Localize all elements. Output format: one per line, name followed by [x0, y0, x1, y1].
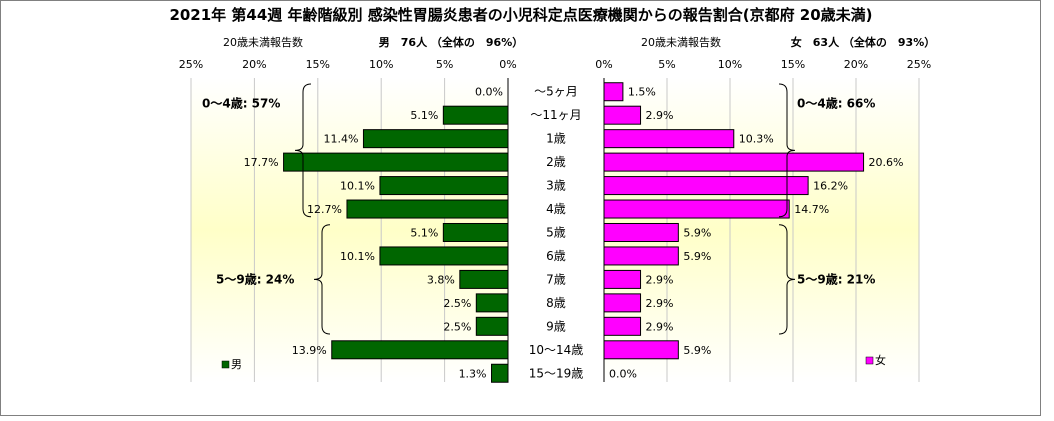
male-bar [491, 363, 509, 383]
category-label: ～5ヶ月 [534, 85, 578, 99]
category-label: 8歳 [546, 296, 566, 310]
female-bar [603, 246, 679, 266]
male-bar [283, 152, 509, 172]
left-brace-5-9 [313, 224, 331, 335]
female-data-label: 10.3% [739, 133, 774, 146]
category-label: 4歳 [546, 202, 566, 216]
right-panel-summary: 女 63人 （全体の 93%） [791, 35, 935, 49]
male-bar [442, 105, 509, 125]
category-label: 10～14歳 [529, 343, 584, 357]
female-data-label: 14.7% [794, 203, 829, 216]
category-label: ～11ヶ月 [530, 108, 581, 122]
category-label: 9歳 [546, 319, 566, 333]
female-bar [603, 293, 642, 313]
male-data-label: 10.1% [340, 180, 375, 193]
male-data-label: 11.4% [323, 133, 358, 146]
male-bar [379, 176, 509, 196]
male-bar [475, 293, 509, 313]
male-data-label: 2.5% [443, 320, 471, 333]
right-brace-0-4 [778, 83, 796, 218]
female-data-label: 2.9% [646, 320, 674, 333]
right-tick-label: 15% [781, 58, 805, 71]
right-panel-header: 20歳未満報告数 [641, 36, 721, 49]
male-data-label: 5.1% [410, 226, 438, 239]
male-data-label: 10.1% [340, 250, 375, 263]
female-bar [603, 316, 642, 336]
female-data-label: 5.9% [683, 226, 711, 239]
female-bar [603, 340, 679, 360]
category-label: 15～19歳 [529, 366, 584, 380]
female-data-label: 0.0% [609, 367, 637, 380]
left-panel-header: 20歳未満報告数 [223, 36, 303, 49]
male-data-label: 5.1% [410, 109, 438, 122]
female-bar [603, 269, 642, 289]
left-tick-label: 25% [179, 58, 203, 71]
right-tick-label: 10% [718, 58, 742, 71]
left-group-label: 5～9歳: 24% [216, 271, 294, 286]
left-tick-label: 20% [242, 58, 266, 71]
female-data-label: 2.9% [646, 297, 674, 310]
male-legend-label: 男 [231, 358, 242, 371]
left-tick-label: 10% [369, 58, 393, 71]
category-label: 1歳 [546, 132, 566, 146]
female-data-label: 2.9% [646, 109, 674, 122]
right-tick-label: 0% [595, 58, 612, 71]
right-brace-5-9 [778, 224, 796, 335]
left-tick-label: 15% [306, 58, 330, 71]
female-data-label: 16.2% [813, 180, 848, 193]
female-bar [603, 152, 865, 172]
category-label: 3歳 [546, 179, 566, 193]
category-label: 2歳 [546, 155, 566, 169]
female-data-label: 1.5% [628, 86, 656, 99]
female-bar [603, 222, 679, 242]
female-data-label: 2.9% [646, 273, 674, 286]
female-bar [603, 129, 735, 149]
category-label: 6歳 [546, 249, 566, 263]
male-data-label: 17.7% [244, 156, 279, 169]
left-tick-label: 0% [499, 58, 516, 71]
male-bar [331, 340, 509, 360]
male-data-label: 0.0% [475, 86, 503, 99]
chart-title: 2021年 第44週 年齢階級別 感染性胃腸炎患者の小児科定点医療機関からの報告… [169, 6, 872, 24]
category-label: 5歳 [546, 225, 566, 239]
male-data-label: 1.3% [459, 367, 487, 380]
left-group-label: 0～4歳: 57% [202, 96, 280, 111]
male-legend-swatch [221, 360, 230, 369]
left-tick-label: 5% [436, 58, 453, 71]
female-legend-swatch [865, 356, 874, 365]
category-label: 7歳 [546, 272, 566, 286]
male-data-label: 2.5% [443, 297, 471, 310]
female-data-label: 20.6% [869, 156, 904, 169]
female-data-label: 5.9% [683, 344, 711, 357]
left-brace-0-4 [294, 83, 312, 218]
male-bar [362, 129, 509, 149]
male-data-label: 12.7% [307, 203, 342, 216]
right-tick-label: 5% [658, 58, 675, 71]
female-bar [603, 199, 790, 219]
male-bar [442, 222, 509, 242]
female-data-label: 5.9% [683, 250, 711, 263]
female-bar [603, 176, 809, 196]
male-bar [475, 316, 509, 336]
right-tick-label: 20% [844, 58, 868, 71]
male-bar [459, 269, 509, 289]
female-bar [603, 82, 624, 102]
male-bar [346, 199, 509, 219]
left-panel-summary: 男 76人 （全体の 96%） [379, 35, 523, 49]
chart-border [0, 0, 1041, 416]
male-data-label: 3.8% [427, 273, 455, 286]
female-legend-label: 女 [875, 353, 886, 367]
right-tick-label: 25% [907, 58, 931, 71]
right-group-label: 0～4歳: 66% [797, 96, 875, 111]
female-bar [603, 105, 642, 125]
male-data-label: 13.9% [292, 344, 327, 357]
right-group-label: 5～9歳: 21% [797, 271, 875, 286]
male-bar [379, 246, 509, 266]
